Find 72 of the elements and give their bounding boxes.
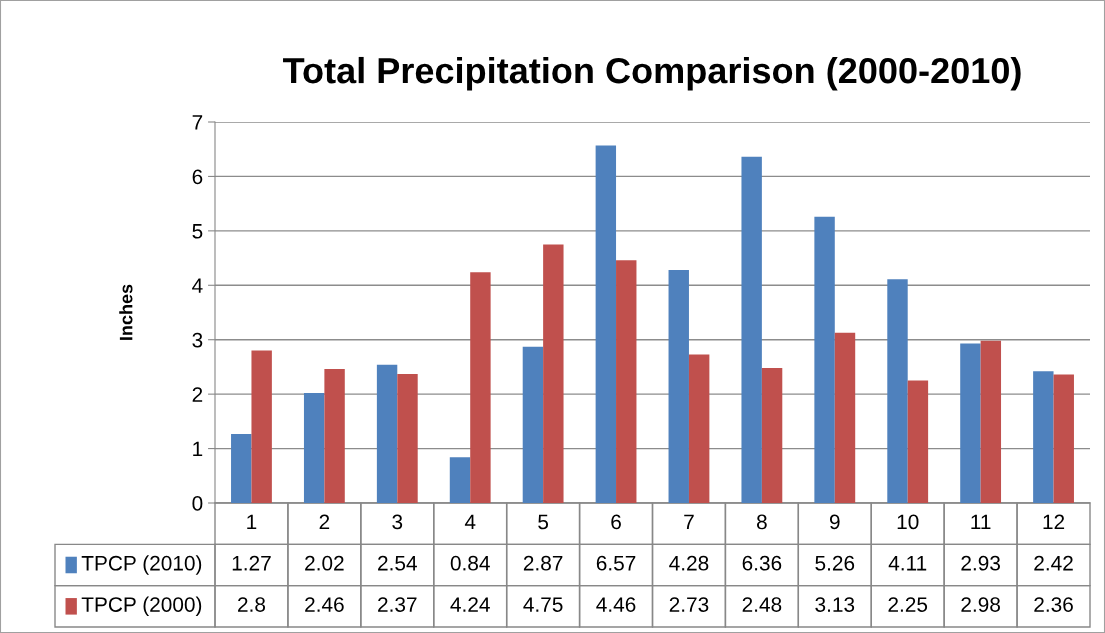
data-label: 3.13 <box>815 597 855 612</box>
bar <box>231 433 252 503</box>
data-label: 4.75 <box>523 597 563 612</box>
chart-title: Total Precipitation Comparison (2000-2010) <box>283 56 1021 91</box>
x-tick-label: 6 <box>611 514 621 530</box>
data-label: 4.28 <box>669 555 709 571</box>
y-tick-label: 7 <box>192 115 203 130</box>
x-tick-label: 9 <box>829 514 840 530</box>
data-label: 2.36 <box>1034 597 1073 612</box>
bar <box>960 343 981 503</box>
data-label: 2.02 <box>305 555 344 571</box>
legend-label: TPCP (2000) <box>81 596 202 617</box>
bar <box>376 364 398 503</box>
bar <box>543 244 564 503</box>
data-label: 2.25 <box>888 597 928 612</box>
bar <box>595 145 617 503</box>
bar <box>397 374 418 503</box>
bar <box>887 279 908 503</box>
data-label: 4.11 <box>888 556 927 571</box>
x-tick-label: 10 <box>897 514 919 530</box>
data-label: 0.84 <box>450 555 490 571</box>
bar <box>688 354 710 503</box>
data-label: 2.87 <box>523 555 563 571</box>
data-label: 2.42 <box>1034 555 1073 571</box>
data-label: 2.73 <box>669 597 709 612</box>
data-label: 2.93 <box>961 555 1000 571</box>
x-tick-label: 8 <box>756 514 767 530</box>
bar <box>741 156 762 503</box>
bar <box>1033 371 1054 503</box>
x-tick-label: 4 <box>464 514 476 530</box>
data-label: 6.36 <box>742 555 782 571</box>
x-tick-label: 7 <box>684 514 694 530</box>
bar <box>814 216 835 503</box>
data-label: 2.8 <box>238 597 266 612</box>
bar <box>324 369 345 503</box>
x-tick-label: 2 <box>319 514 330 530</box>
bar <box>907 380 929 503</box>
x-tick-label: 3 <box>392 514 403 530</box>
y-tick-label: 5 <box>192 224 203 239</box>
bar <box>303 393 325 503</box>
x-tick-label: 11 <box>971 514 991 530</box>
x-tick-label: 1 <box>247 514 257 530</box>
y-axis-title: Inches <box>119 284 133 340</box>
data-label: 2.37 <box>378 597 417 612</box>
data-label: 4.24 <box>450 597 490 612</box>
data-label: 6.57 <box>596 555 636 571</box>
data-label: 2.48 <box>742 597 782 612</box>
x-tick-label: 5 <box>538 514 549 530</box>
y-tick-label: 0 <box>192 496 203 511</box>
data-label: 4.46 <box>596 597 636 612</box>
bar <box>251 350 272 503</box>
bar <box>470 272 491 503</box>
y-tick-label: 3 <box>192 332 203 348</box>
bar <box>834 332 856 503</box>
bar <box>616 260 637 503</box>
bar <box>449 457 471 503</box>
bar <box>761 368 783 503</box>
data-label: 5.26 <box>815 555 855 571</box>
data-label: 2.98 <box>961 597 1000 612</box>
data-label: 1.27 <box>232 555 271 571</box>
legend-label: TPCP (2010) <box>81 555 202 575</box>
data-label: 2.54 <box>378 555 417 571</box>
y-tick-label: 4 <box>192 278 203 293</box>
y-tick-label: 2 <box>192 387 203 402</box>
y-tick-label: 6 <box>192 169 203 185</box>
bar <box>1053 374 1074 503</box>
bar <box>522 346 544 503</box>
bar <box>668 270 689 503</box>
y-tick-label: 1 <box>193 441 203 457</box>
bar <box>980 340 1002 503</box>
x-tick-label: 12 <box>1043 514 1065 530</box>
data-label: 2.46 <box>305 597 344 612</box>
